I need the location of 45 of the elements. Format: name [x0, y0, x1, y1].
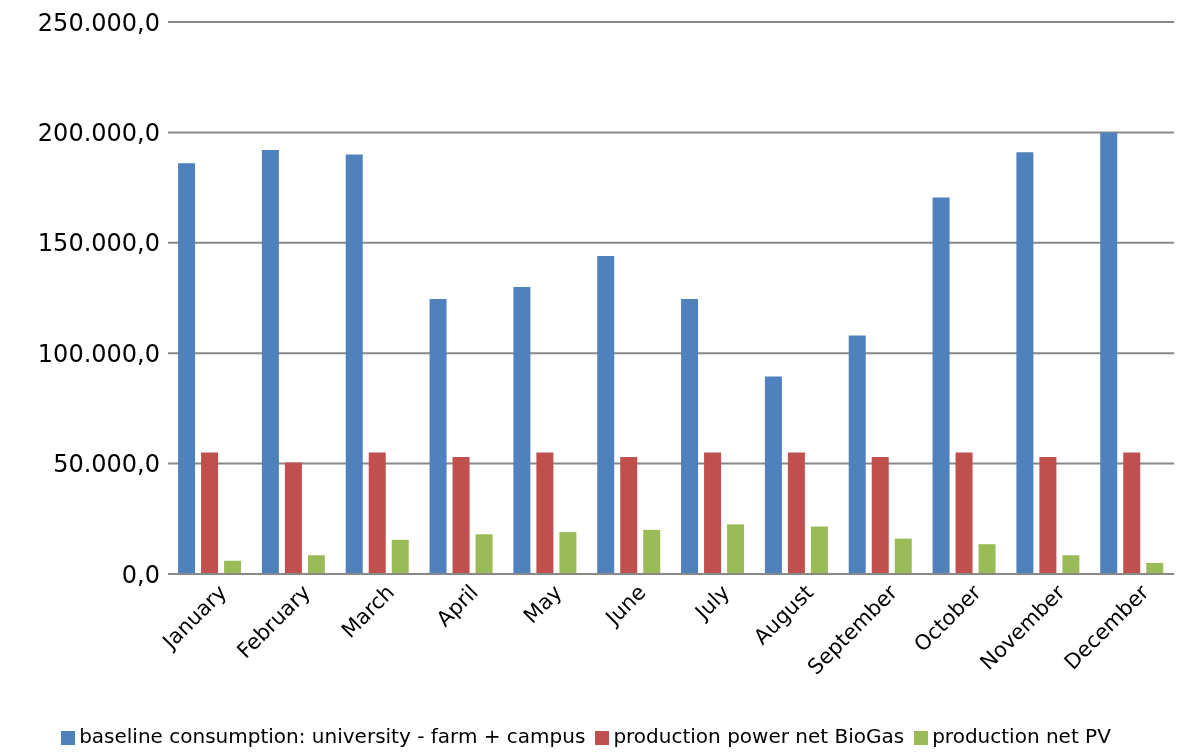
- y-tick-label: 0,0: [121, 560, 160, 589]
- legend-label: production net PV: [932, 724, 1111, 748]
- bar: [764, 376, 782, 574]
- bar: [848, 335, 866, 574]
- bar: [391, 539, 409, 574]
- bar: [368, 452, 386, 574]
- bar: [955, 452, 973, 574]
- bar: [978, 544, 996, 574]
- bar: [1146, 562, 1164, 574]
- bar: [345, 154, 363, 574]
- bar: [727, 524, 745, 574]
- bar: [201, 452, 219, 574]
- bar: [1062, 555, 1080, 574]
- y-tick-label: 150.000,0: [37, 229, 160, 258]
- bar: [620, 456, 638, 574]
- y-tick-label: 50.000,0: [53, 450, 160, 479]
- bar: [894, 538, 912, 574]
- bar: [429, 299, 447, 574]
- bar: [810, 526, 828, 574]
- bar: [597, 256, 615, 574]
- bar: [178, 163, 196, 574]
- bar: [452, 456, 470, 574]
- bar: [261, 150, 279, 574]
- y-tick-label: 250.000,0: [37, 8, 160, 37]
- bar: [559, 532, 577, 574]
- bar: [284, 462, 302, 574]
- bar: [513, 286, 531, 574]
- legend-label: baseline consumption: university - farm + campus: [79, 724, 586, 748]
- y-tick-label: 200.000,0: [37, 118, 160, 147]
- bar: [871, 456, 889, 574]
- bar: [536, 452, 554, 574]
- bar: [643, 529, 661, 574]
- bar: [681, 299, 699, 574]
- bar: [475, 534, 493, 574]
- y-tick-label: 100.000,0: [37, 339, 160, 368]
- bar: [1100, 132, 1118, 574]
- bar: [224, 560, 242, 574]
- bar: [1123, 452, 1141, 574]
- bar: [704, 452, 722, 574]
- bar: [787, 452, 805, 574]
- bar: [307, 555, 325, 574]
- bar: [932, 197, 950, 574]
- bar: [1016, 152, 1034, 574]
- bar: [1039, 456, 1057, 574]
- legend-label: production power net BioGas: [613, 724, 905, 748]
